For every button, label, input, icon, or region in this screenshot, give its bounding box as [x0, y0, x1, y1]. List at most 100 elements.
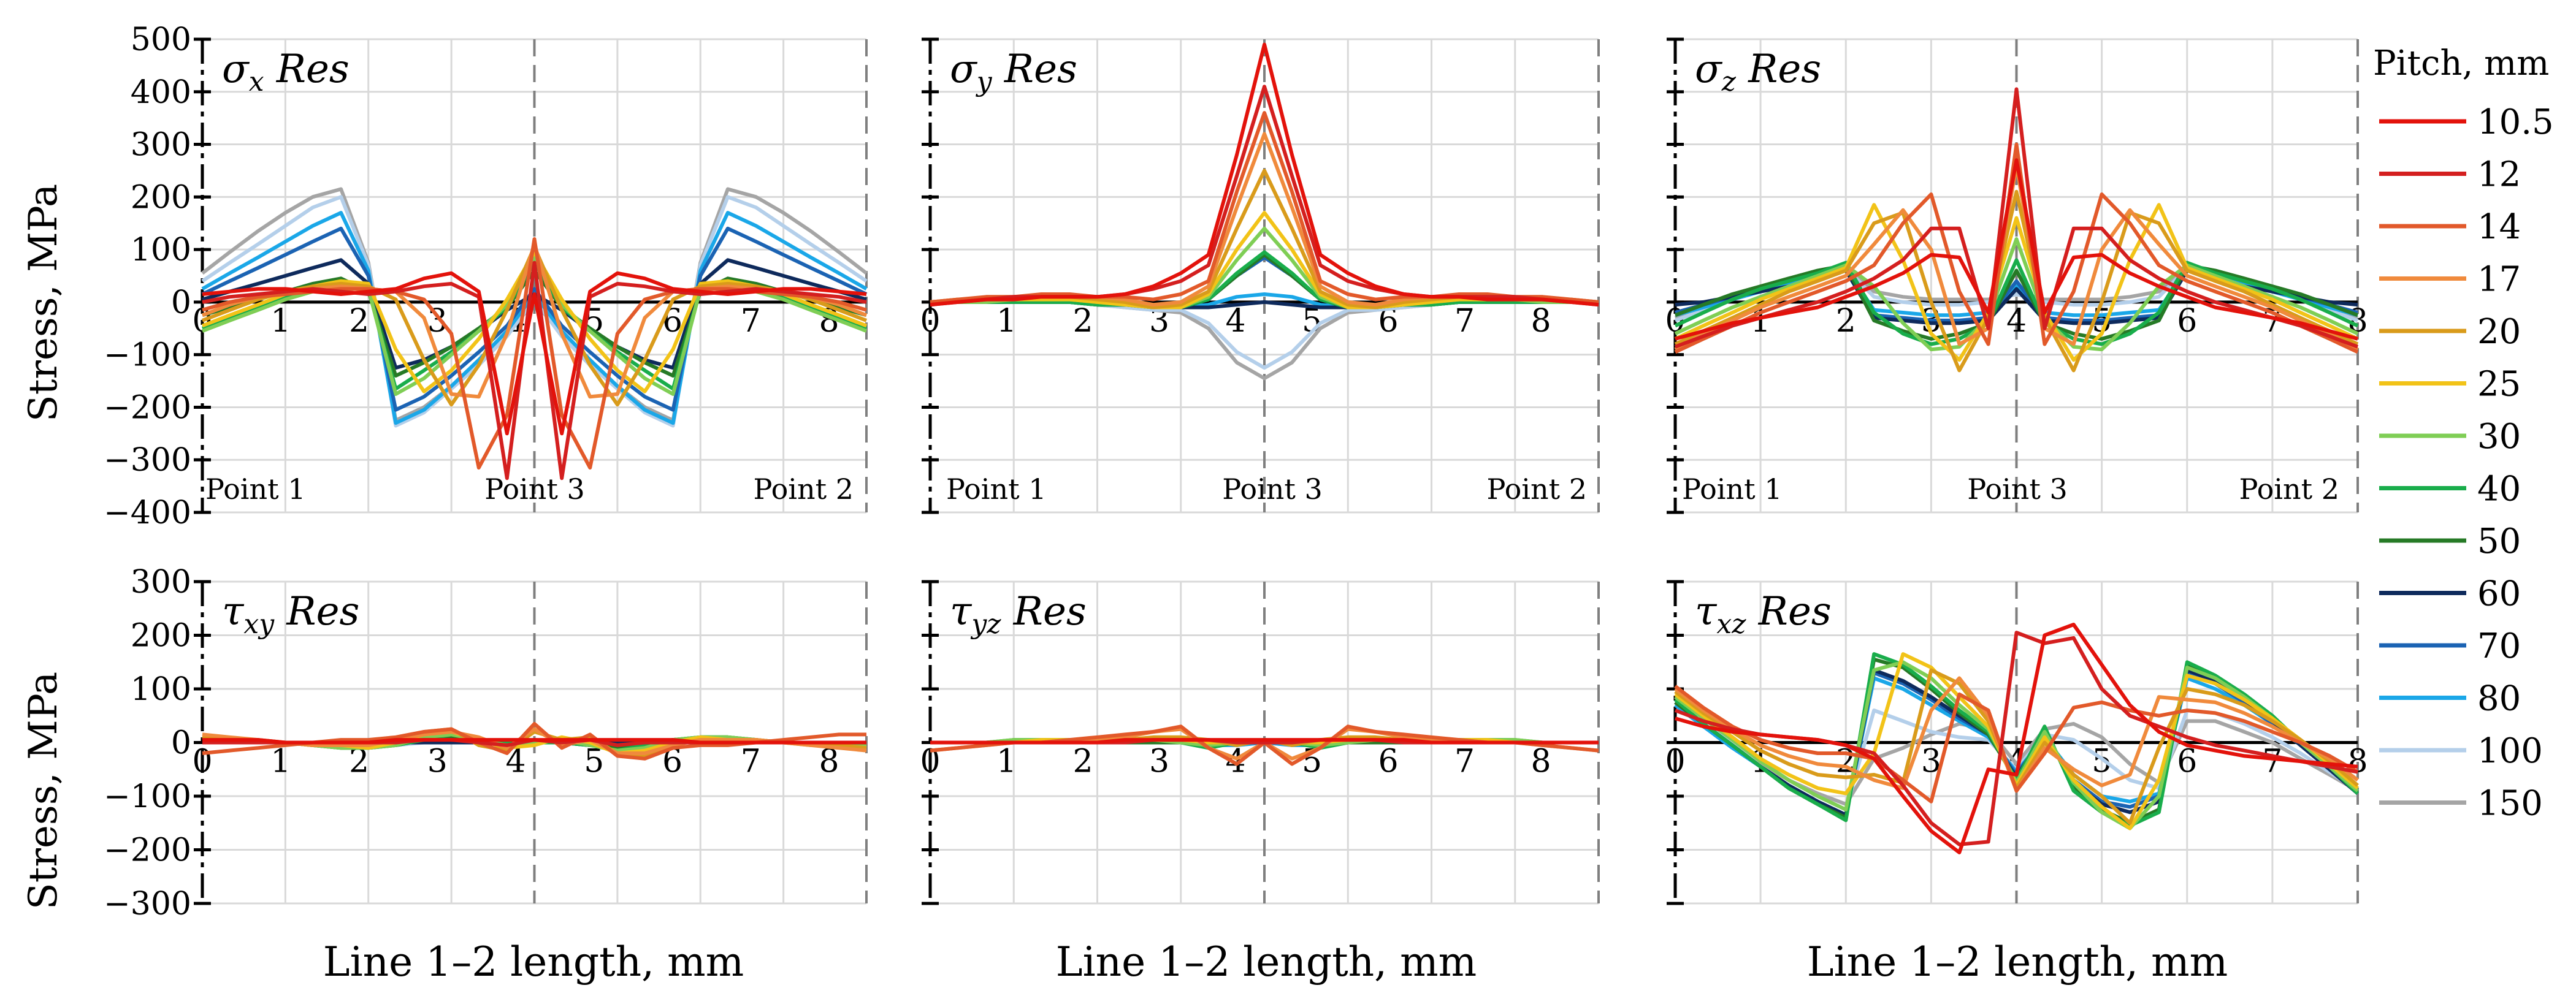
x-tick-label: 2	[1072, 303, 1093, 340]
x-tick-label: 3	[427, 743, 448, 780]
legend-label: 70	[2477, 626, 2521, 666]
legend-title: Pitch, mm	[2373, 44, 2549, 83]
x-tick-label: 2	[1836, 303, 1856, 340]
y-tick-label: 300	[131, 564, 191, 601]
x-tick-label: 6	[2177, 303, 2197, 340]
y-tick-label: 100	[131, 671, 191, 708]
series-line-10.5	[202, 738, 866, 745]
y-tick-label: 500	[131, 21, 191, 58]
x-tick-label: 2	[349, 303, 369, 340]
x-tick-label: 1	[270, 743, 291, 780]
series-line-17	[202, 727, 867, 755]
point-label: Point 3	[1222, 473, 1323, 506]
panel-title: σz Res	[1695, 47, 1821, 97]
series-line-10.5	[930, 42, 1599, 307]
y-axis-label-top: Stress, MPa	[21, 184, 66, 422]
x-tick-label: 8	[1531, 303, 1551, 340]
series-line-12	[202, 260, 867, 481]
x-tick-label: 7	[1454, 743, 1475, 780]
series-line-70	[201, 226, 868, 412]
series-line-10.5	[1675, 623, 2358, 854]
series-line-10.5	[202, 271, 867, 436]
legend-label: 50	[2477, 522, 2521, 561]
point-label: Point 3	[484, 473, 585, 506]
y-tick-label: 200	[131, 179, 191, 216]
x-tick-label: 3	[1149, 743, 1169, 780]
y-tick-label: 400	[131, 74, 191, 111]
point-label: Point 2	[2239, 473, 2340, 506]
legend-label: 30	[2477, 417, 2521, 457]
legend-label: 17	[2477, 260, 2521, 300]
x-tick-label: 7	[2262, 743, 2282, 780]
series-line-12	[1674, 87, 2359, 349]
x-tick-label: 4	[1225, 303, 1245, 340]
y-tick-label: −100	[104, 778, 191, 815]
series-line-14	[1674, 142, 2359, 354]
legend-label: 20	[2477, 312, 2521, 352]
x-tick-label: 4	[2006, 303, 2027, 340]
x-tick-label: 1	[996, 303, 1017, 340]
series-line-50	[1674, 263, 2359, 341]
y-axis-label-bottom: Stress, MPa	[21, 672, 66, 910]
x-tick-label: 0	[920, 303, 940, 340]
series-line-14	[1674, 685, 2359, 804]
series-line-30	[1674, 237, 2359, 352]
x-tick-label: 6	[1378, 743, 1398, 780]
series-line-10.5	[1675, 158, 2358, 341]
point-label: Point 1	[205, 473, 306, 506]
panel-title: τxy Res	[222, 589, 359, 640]
y-tick-label: 200	[131, 618, 191, 655]
x-tick-label: 0	[1665, 743, 1685, 780]
x-tick-label: 5	[584, 743, 604, 780]
x-axis-label-panel-1: Line 1–2 length, mm	[323, 938, 744, 986]
legend-label: 100	[2477, 731, 2543, 771]
panel-title: τxz Res	[1695, 589, 1832, 640]
x-tick-label: 2	[1072, 743, 1093, 780]
x-tick-label: 7	[741, 303, 761, 340]
point-label: Point 1	[1682, 473, 1783, 506]
point-label: Point 2	[1487, 473, 1588, 506]
point-label: Point 2	[754, 473, 854, 506]
x-tick-label: 0	[192, 743, 212, 780]
legend-label: 60	[2477, 574, 2521, 614]
y-tick-label: −200	[104, 389, 191, 426]
x-tick-label: 5	[2092, 743, 2112, 780]
series-line-20	[1674, 189, 2359, 373]
x-tick-label: 1	[996, 743, 1017, 780]
point-label: Point 1	[946, 473, 1047, 506]
y-tick-label: 100	[131, 232, 191, 268]
x-tick-label: 1	[270, 303, 291, 340]
series-line-40	[1674, 258, 2359, 346]
panel-title: σy Res	[950, 47, 1077, 97]
legend-label: 14	[2477, 207, 2521, 247]
series-line-40	[930, 250, 1599, 310]
legend-label: 150	[2477, 784, 2543, 824]
x-axis-label-panel-3: Line 1–2 length, mm	[1807, 938, 2228, 986]
y-tick-label: 0	[171, 284, 191, 321]
x-tick-label: 7	[1454, 303, 1475, 340]
legend: Pitch, mm 10.5 12 14 17 20 25 30 40 50 60 70 80 100 1…	[2373, 44, 2554, 824]
x-tick-label: 6	[2177, 743, 2197, 780]
legend-label: 10.5	[2477, 102, 2554, 142]
x-tick-label: 8	[1531, 743, 1551, 780]
y-tick-label: −300	[104, 886, 191, 922]
series-line-80	[1675, 266, 2358, 317]
y-tick-label: 300	[131, 127, 191, 164]
series-line-10.5	[930, 738, 1599, 745]
point-label: Point 3	[1967, 473, 2068, 506]
y-tick-label: −400	[104, 495, 191, 531]
legend-label: 12	[2477, 155, 2521, 195]
panel-title: τyz Res	[950, 589, 1087, 640]
series-line-14	[930, 111, 1599, 304]
y-tick-label: 0	[171, 725, 191, 762]
legend-label: 25	[2477, 365, 2521, 405]
y-tick-label: −300	[104, 442, 191, 479]
